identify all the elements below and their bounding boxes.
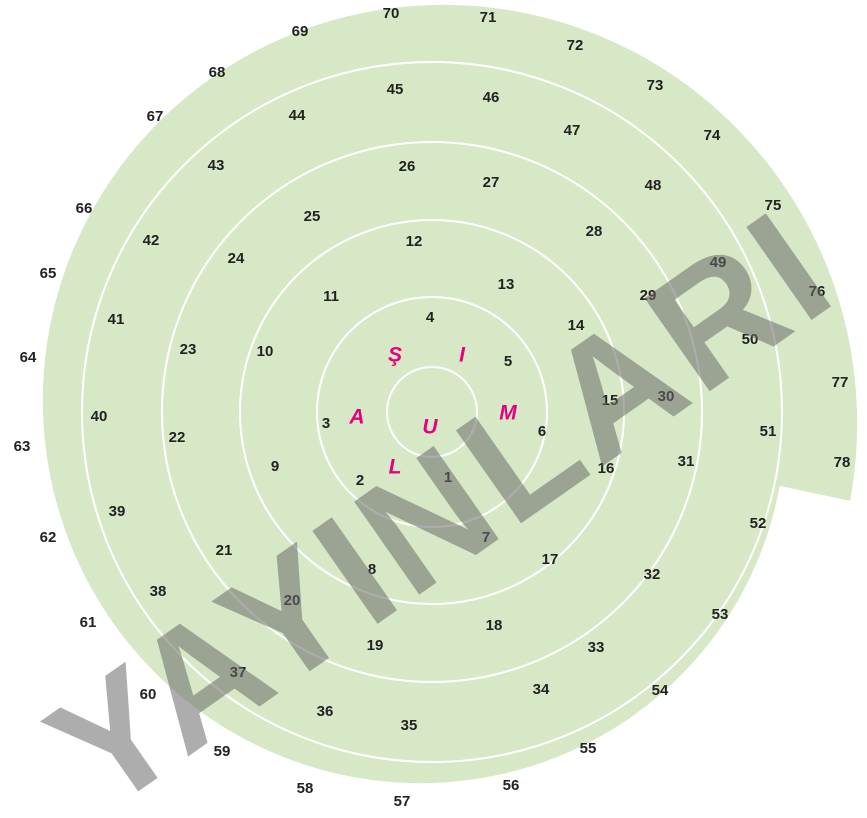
piece-number: 22 <box>169 429 186 446</box>
puzzle-page: 1234567891011121314151617181920212223242… <box>0 0 867 818</box>
piece-number: 56 <box>503 777 520 794</box>
piece-number: 39 <box>109 503 126 520</box>
piece-number: 42 <box>143 232 160 249</box>
piece-number: 53 <box>712 606 729 623</box>
piece-number: 10 <box>257 343 274 360</box>
piece-number: 73 <box>647 77 664 94</box>
piece-number: 64 <box>20 349 37 366</box>
piece-number: 25 <box>304 208 321 225</box>
piece-number: 31 <box>678 453 695 470</box>
piece-number: 46 <box>483 89 500 106</box>
piece-number: 70 <box>383 5 400 22</box>
piece-number: 9 <box>271 458 279 475</box>
piece-number: 28 <box>586 223 603 240</box>
piece-number: 40 <box>91 408 108 425</box>
piece-number: 17 <box>542 551 559 568</box>
center-letter: Ş <box>388 344 402 367</box>
piece-number: 18 <box>486 617 503 634</box>
piece-number: 78 <box>834 454 851 471</box>
piece-number: 58 <box>297 780 314 797</box>
piece-number: 52 <box>750 515 767 532</box>
center-letter: A <box>348 406 364 429</box>
piece-number: 61 <box>80 614 97 631</box>
piece-number: 33 <box>588 639 605 656</box>
piece-number: 13 <box>498 276 515 293</box>
piece-number: 77 <box>832 374 849 391</box>
piece-number: 62 <box>40 529 57 546</box>
piece-number: 74 <box>704 127 721 144</box>
piece-number: 65 <box>40 265 57 282</box>
piece-number: 27 <box>483 174 500 191</box>
piece-number: 71 <box>480 9 497 26</box>
piece-number: 32 <box>644 566 661 583</box>
piece-number: 12 <box>406 233 423 250</box>
piece-number: 54 <box>652 682 669 699</box>
piece-number: 4 <box>426 309 435 326</box>
piece-number: 55 <box>580 740 597 757</box>
piece-number: 48 <box>645 177 662 194</box>
piece-number: 3 <box>322 415 330 432</box>
piece-number: 69 <box>292 23 309 40</box>
piece-number: 68 <box>209 64 226 81</box>
piece-number: 41 <box>108 311 125 328</box>
piece-number: 23 <box>180 341 197 358</box>
piece-number: 66 <box>76 200 93 217</box>
piece-number: 57 <box>394 793 411 810</box>
piece-number: 72 <box>567 37 584 54</box>
piece-number: 26 <box>399 158 416 175</box>
piece-number: 45 <box>387 81 404 98</box>
piece-number: 35 <box>401 717 418 734</box>
piece-number: 24 <box>228 250 245 267</box>
piece-number: 34 <box>533 681 550 698</box>
piece-number: 67 <box>147 108 164 125</box>
piece-number: 43 <box>208 157 225 174</box>
piece-number: 44 <box>289 107 306 124</box>
piece-number: 51 <box>760 423 777 440</box>
piece-number: 11 <box>323 288 339 305</box>
piece-number: 63 <box>14 438 31 455</box>
piece-number: 47 <box>564 122 581 139</box>
